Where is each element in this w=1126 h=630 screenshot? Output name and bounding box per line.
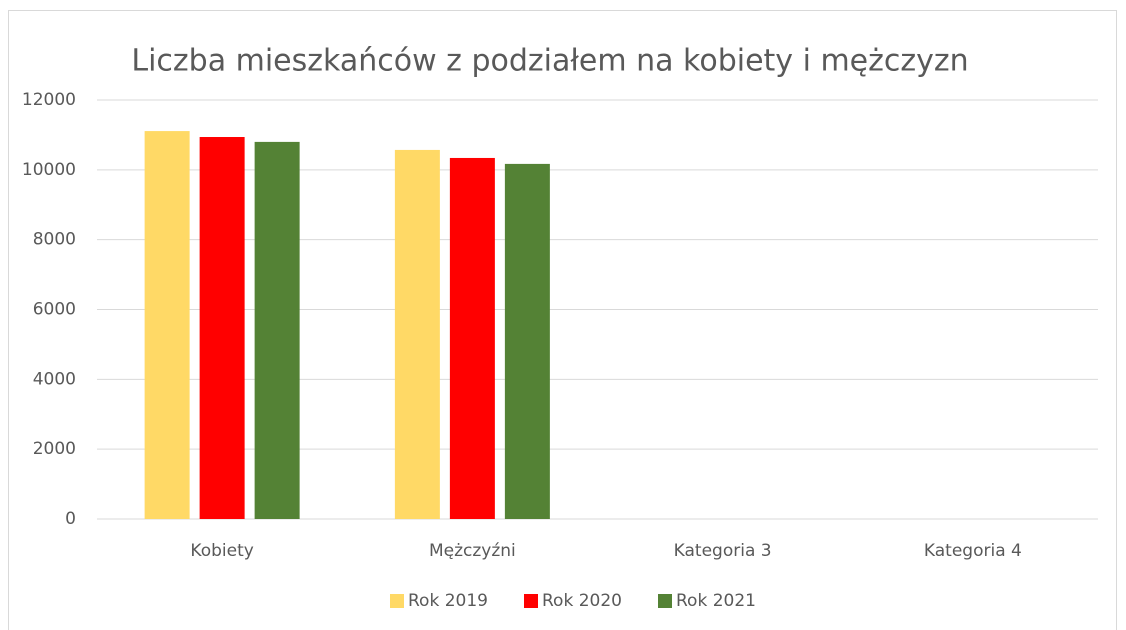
y-tick-label: 12000 (22, 90, 76, 110)
chart-frame (8, 10, 1117, 630)
bar (504, 163, 550, 519)
x-tick-label: Kategoria 3 (674, 541, 772, 561)
legend-swatch (524, 594, 538, 608)
legend-label: Rok 2020 (542, 591, 622, 611)
bar (199, 137, 245, 520)
legend-swatch (390, 594, 404, 608)
x-tick-label: Mężczyźni (429, 541, 516, 561)
legend-label: Rok 2021 (676, 591, 756, 611)
x-tick-label: Kategoria 4 (924, 541, 1022, 561)
y-tick-label: 0 (65, 509, 76, 529)
bar (449, 157, 495, 519)
bar (394, 149, 440, 519)
legend-swatch (658, 594, 672, 608)
bar (144, 131, 190, 519)
y-tick-label: 6000 (33, 300, 76, 320)
x-tick-label: Kobiety (190, 541, 253, 561)
legend-label: Rok 2019 (408, 591, 488, 611)
y-tick-label: 10000 (22, 160, 76, 180)
y-tick-label: 4000 (33, 369, 76, 389)
y-tick-label: 8000 (33, 230, 76, 250)
chart-title: Liczba mieszkańców z podziałem na kobiet… (131, 44, 968, 79)
y-tick-label: 2000 (33, 439, 76, 459)
bar (254, 141, 300, 519)
